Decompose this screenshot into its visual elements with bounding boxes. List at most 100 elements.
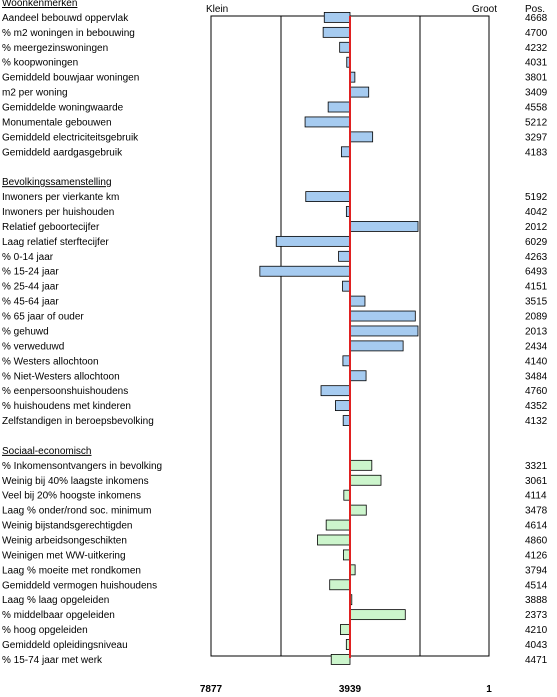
bar [338, 250, 351, 262]
pos-value: 2089 [525, 312, 548, 323]
bar [305, 191, 351, 202]
pos-value: 3478 [525, 506, 548, 517]
pos-value: 3321 [525, 461, 548, 472]
bar [275, 235, 351, 247]
pos-value: 3409 [525, 88, 548, 99]
x-tick-right: 1 [486, 684, 492, 695]
pos-value: 4860 [525, 535, 548, 546]
pos-value: 4210 [525, 625, 548, 636]
pos-value: 4352 [525, 401, 548, 412]
row-label: Weinig bijstandsgerechtigden [2, 521, 132, 532]
pos-value: 3794 [525, 565, 548, 576]
row-label: Veel bij 20% hoogste inkomens [2, 491, 141, 502]
pos-value: 4232 [525, 43, 548, 54]
row-label: % meergezinswoningen [2, 43, 108, 54]
row-label: % 65 jaar of ouder [2, 312, 84, 323]
header-right-label: Groot [472, 4, 497, 15]
pos-value: 4263 [525, 252, 548, 263]
section-title: Sociaal-economisch [2, 446, 92, 457]
pos-value: 6493 [525, 267, 548, 278]
bar [349, 474, 382, 486]
pos-value: 4668 [525, 13, 548, 24]
bar [349, 370, 367, 382]
pos-value: 2013 [525, 326, 548, 337]
row-label: Gemiddeld vermogen huishoudens [2, 580, 157, 591]
row-label: % huishoudens met kinderen [2, 401, 131, 412]
section-title: Woonkenmerken [2, 0, 77, 9]
pos-value: 3484 [525, 371, 548, 382]
pos-value: 6029 [525, 237, 548, 248]
bar [349, 459, 373, 471]
section-title: Bevolkingssamenstelling [2, 177, 112, 188]
row-label: % m2 woningen in bebouwing [2, 28, 135, 39]
row-label: % Inkomensontvangers in bevolking [2, 461, 162, 472]
bar [342, 280, 351, 292]
row-label: % koopwoningen [2, 58, 78, 69]
bar [342, 355, 351, 367]
row-label: Gemiddeld electriciteitsgebruik [2, 132, 139, 143]
row-label: Laag % moeite met rondkomen [2, 565, 141, 576]
row-label: Inwoners per vierkante km [2, 192, 119, 203]
x-tick-middle: 3939 [339, 684, 362, 695]
rows-layer: Woonkenmerken Aandeel bebouwd oppervlak 46… [2, 0, 548, 666]
pos-value: 4700 [525, 28, 548, 39]
row-label: Laag % laag opgeleiden [2, 595, 109, 606]
pos-value: 4183 [525, 147, 548, 158]
bar [340, 624, 351, 635]
bar [349, 340, 404, 352]
row-label: Monumentale gebouwen [2, 117, 112, 128]
bar [325, 519, 351, 531]
row-label: Gemiddeld bouwjaar woningen [2, 73, 139, 84]
row-label: % verweduwd [2, 341, 64, 352]
pos-value: 5212 [525, 117, 548, 128]
row-label: % gehuwd [2, 326, 49, 337]
pos-value: 4042 [525, 207, 548, 218]
pos-value: 3297 [525, 132, 548, 143]
row-label: % 15-24 jaar [2, 267, 59, 278]
bar [329, 579, 351, 591]
row-label: Laag % onder/rond soc. minimum [2, 506, 152, 517]
row-label: Gemiddeld opleidingsniveau [2, 640, 128, 651]
pos-value: 3515 [525, 297, 548, 308]
bar [349, 325, 419, 337]
bar [259, 265, 351, 277]
pos-value: 4151 [525, 282, 548, 293]
row-label: Weinigen met WW-uitkering [2, 550, 126, 561]
row-label: % 25-44 jaar [2, 282, 59, 293]
row-label: % 15-74 jaar met werk [2, 655, 103, 666]
row-label: Aandeel bebouwd oppervlak [2, 13, 129, 24]
pos-value: 4043 [525, 640, 548, 651]
row-label: Inwoners per huishouden [2, 207, 114, 218]
bar [327, 101, 351, 113]
row-label: Relatief geboortecijfer [2, 222, 100, 233]
pos-value: 2373 [525, 610, 548, 621]
row-label: Gemiddelde woningwaarde [2, 103, 124, 114]
pos-value: 4614 [525, 521, 548, 532]
row-label: Gemiddeld aardgasgebruik [2, 147, 123, 158]
pos-value: 4140 [525, 356, 548, 367]
bar [349, 221, 419, 232]
pos-value: 3801 [525, 73, 548, 84]
row-label: % middelbaar opgeleiden [2, 610, 115, 621]
pos-value: 4514 [525, 580, 548, 591]
row-label: % eenpersoonshuishoudens [2, 386, 128, 397]
row-label: % Niet-Westers allochtoon [2, 371, 120, 382]
bar [340, 146, 351, 158]
pos-value: 2434 [525, 341, 548, 352]
pos-value: 2012 [525, 222, 548, 233]
pos-value: 4126 [525, 550, 548, 561]
row-label: % Westers allochtoon [2, 356, 99, 367]
row-label: m2 per woning [2, 88, 68, 99]
bar [304, 116, 351, 128]
bar [330, 654, 351, 665]
header-pos-label: Pos. [525, 4, 545, 15]
row-label: % 0-14 jaar [2, 252, 54, 263]
bar [342, 415, 351, 426]
row-label: Laag relatief sterftecijfer [2, 237, 109, 248]
pos-value: 4558 [525, 103, 548, 114]
bar [349, 131, 374, 143]
pos-value: 4760 [525, 386, 548, 397]
pos-value: 5192 [525, 192, 548, 203]
row-label: % hoog opgeleiden [2, 625, 88, 636]
